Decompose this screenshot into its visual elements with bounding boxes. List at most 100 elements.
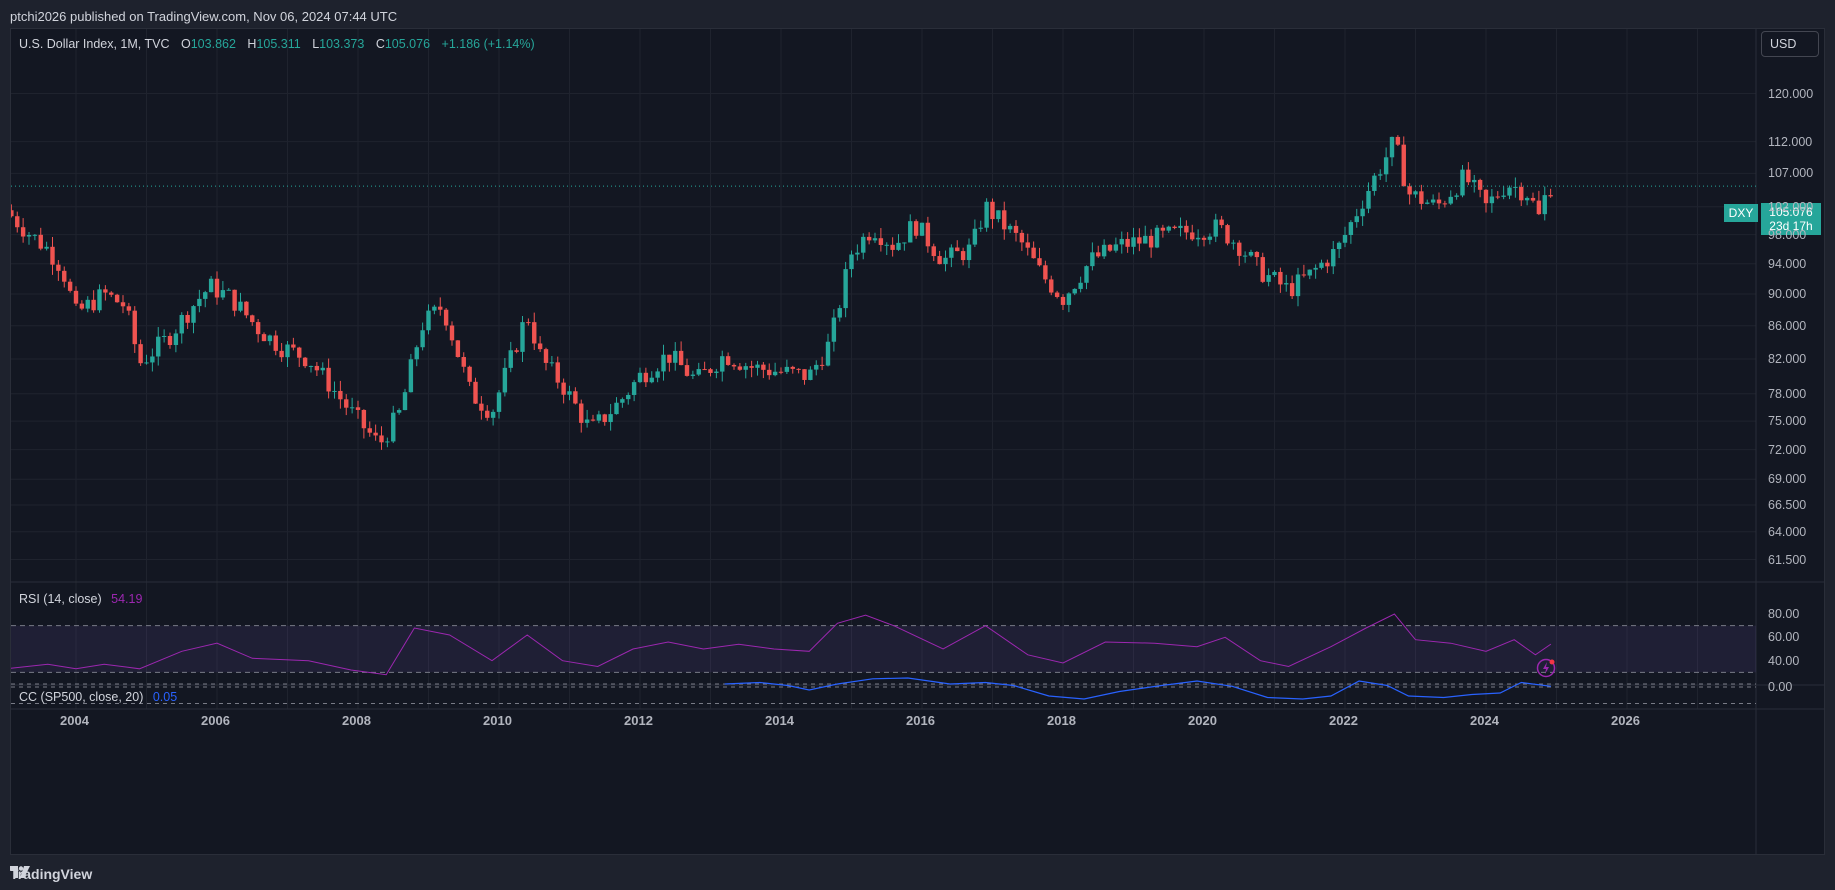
candle-body [38, 234, 43, 249]
price-scale-label: 78.000 [1768, 386, 1807, 401]
candle-body [1148, 235, 1154, 248]
cc-legend[interactable]: CC (SP500, close, 20) 0.05 [19, 690, 177, 704]
candle-body [26, 234, 32, 237]
candle-body [344, 399, 349, 408]
candle-body [1519, 186, 1524, 201]
price-scale-label: 75.000 [1768, 414, 1807, 429]
candle-body [1331, 249, 1336, 267]
rsi-legend[interactable]: RSI (14, close) 54.19 [19, 592, 142, 606]
low-value: 103.373 [319, 37, 365, 51]
high-value: 105.311 [256, 37, 301, 51]
lightning-icon[interactable] [1536, 658, 1556, 678]
candle-body [596, 414, 602, 421]
price-scale-label: 107.000 [1768, 166, 1814, 181]
candle-body [1430, 199, 1436, 203]
candle-body [156, 336, 161, 357]
open-label: O [181, 37, 191, 51]
candle-body [702, 369, 707, 371]
candle-body [1195, 237, 1201, 240]
candle-body [508, 350, 513, 368]
price-scale-label: 112.000 [1768, 134, 1813, 149]
candle-body [1107, 244, 1113, 251]
candle-body [15, 216, 20, 228]
candle-body [1242, 255, 1248, 257]
candle-body [1295, 274, 1301, 297]
candle-body [637, 372, 643, 383]
candle-body [91, 299, 96, 311]
candle-body [532, 322, 537, 344]
candle-body [543, 349, 549, 363]
candle-body [1284, 283, 1289, 285]
candle-body [85, 299, 90, 309]
candle-body [655, 371, 660, 378]
candle-body [320, 367, 325, 371]
candle-body [1477, 179, 1483, 190]
candle-body [1401, 144, 1406, 187]
candle-body [473, 381, 478, 404]
candle-body [1466, 169, 1471, 183]
price-scale-label: 82.000 [1768, 351, 1807, 366]
candle-body [355, 407, 361, 410]
candle-body [925, 222, 931, 247]
candle-body [302, 357, 308, 367]
candle-body [555, 362, 560, 383]
candle-body [620, 399, 625, 403]
candle-body [761, 364, 766, 370]
candle-body [755, 364, 760, 368]
candle-body [103, 289, 108, 293]
candle-body [326, 367, 331, 392]
candle-body [1213, 219, 1218, 237]
candle-body [1137, 237, 1142, 244]
candle-body [696, 369, 701, 375]
candle-body [220, 290, 226, 298]
rsi-scale-label: 40.00 [1768, 653, 1800, 668]
rsi-scale-label: 60.00 [1768, 630, 1800, 645]
candle-body [1096, 252, 1101, 257]
candle-body [884, 244, 889, 246]
symbol-title[interactable]: U.S. Dollar Index, 1M, TVC [19, 37, 170, 51]
candle-body [1536, 200, 1542, 215]
rsi-label: RSI (14, close) [19, 592, 102, 606]
price-scale-label: 86.000 [1768, 318, 1807, 333]
candle-body [737, 366, 743, 370]
close-value: 105.076 [384, 37, 431, 51]
bar-countdown: 23d 17h [1769, 219, 1813, 233]
candle-body [232, 289, 237, 311]
candle-body [185, 314, 190, 323]
candle-body [132, 310, 137, 345]
candle-body [778, 371, 784, 373]
candle-body [1454, 195, 1459, 197]
price-scale-label: 90.000 [1768, 287, 1807, 302]
candle-body [1072, 288, 1077, 294]
candle-body [1190, 232, 1195, 240]
candle-body [1254, 251, 1260, 258]
candle-body [1489, 196, 1495, 204]
candle-body [1260, 257, 1265, 282]
candle-body [402, 392, 408, 411]
candle-body [279, 350, 284, 358]
candle-body [790, 366, 795, 369]
candle-body [1348, 222, 1354, 236]
currency-button[interactable]: USD [1761, 31, 1819, 57]
candle-body [414, 347, 419, 360]
candle-body [502, 367, 508, 393]
candle-body [902, 242, 907, 244]
candle-body [1154, 227, 1160, 248]
chart-area[interactable]: U.S. Dollar Index, 1M, TVC O103.862 H105… [10, 28, 1825, 855]
price-scale-label: 72.000 [1768, 442, 1807, 457]
candle-body [349, 407, 355, 409]
candle-body [890, 244, 895, 250]
candle-body [1031, 247, 1036, 259]
candle-body [896, 242, 901, 250]
chart-canvas[interactable] [11, 29, 1825, 855]
candle-body [673, 350, 678, 363]
candle-body [1301, 274, 1307, 276]
candle-body [408, 359, 414, 393]
candle-body [731, 364, 737, 367]
candle-body [214, 278, 220, 298]
candle-body [479, 403, 484, 411]
candle-body [161, 336, 167, 338]
candle-body [784, 366, 790, 372]
candle-body [1436, 199, 1442, 204]
candle-body [573, 391, 578, 404]
